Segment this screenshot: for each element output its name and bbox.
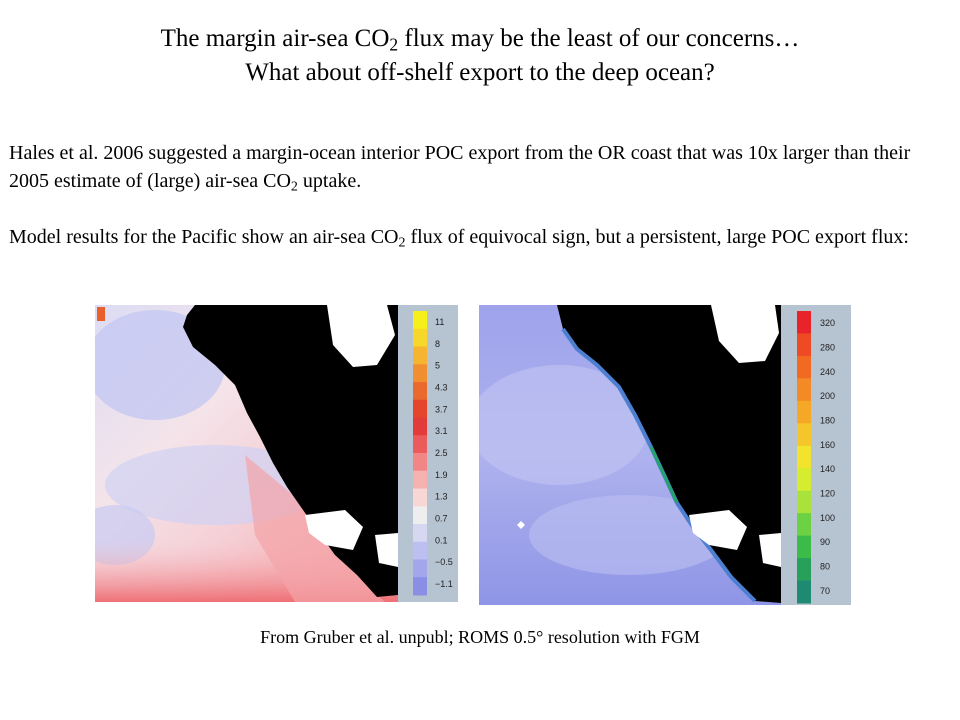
colorbar-swatch: [413, 559, 427, 578]
colorbar-label: 5: [435, 361, 440, 371]
colorbar-swatch: [797, 535, 811, 559]
paragraph-hales: Hales et al. 2006 suggested a margin-oce…: [9, 142, 911, 195]
colorbar-swatch: [797, 468, 811, 492]
colorbar-label: 160: [820, 440, 835, 450]
colorbar-label: 3.7: [435, 404, 448, 414]
colorbar-swatch: [413, 488, 427, 507]
colorbar-swatch: [413, 417, 427, 436]
colorbar-swatch: [797, 490, 811, 514]
colorbar-swatch: [413, 453, 427, 472]
colorbar-swatch: [413, 399, 427, 418]
colorbar-swatch: [413, 346, 427, 365]
colorbar-swatch: [413, 435, 427, 454]
colorbar-label: 1.9: [435, 470, 448, 480]
colorbar-label: 90: [820, 537, 830, 547]
colorbar-swatch: [797, 445, 811, 469]
colorbar-label: 80: [820, 562, 830, 572]
colorbar-label: 240: [820, 367, 835, 377]
colorbar-label: 100: [820, 513, 835, 523]
right-map-land-mask: [759, 533, 781, 567]
colorbar-label: 8: [435, 339, 440, 349]
figure-caption: From Gruber et al. unpubl; ROMS 0.5° res…: [260, 627, 700, 647]
colorbar-swatch: [413, 311, 427, 330]
colorbar-swatch: [797, 400, 811, 424]
colorbar-label: 2.5: [435, 448, 448, 458]
colorbar-label: 70: [820, 586, 830, 596]
colorbar-swatch: [413, 506, 427, 525]
title-line-1: The margin air-sea CO2 flux may be the l…: [160, 25, 800, 55]
colorbar-swatch: [413, 524, 427, 543]
right-map-coastal-export-high: [649, 446, 679, 504]
colorbar-swatch: [413, 364, 427, 383]
left-map-land-mask: [375, 533, 398, 567]
colorbar-swatch: [797, 333, 811, 357]
right-map-island: [517, 521, 525, 529]
colorbar-label: 3.1: [435, 426, 448, 436]
colorbar-label: −1.1: [435, 579, 453, 589]
colorbar-label: 0.7: [435, 514, 448, 524]
left-map-greenland: [327, 305, 395, 367]
colorbar-swatch: [797, 513, 811, 537]
colorbar-label: 4.3: [435, 382, 448, 392]
colorbar-label: −0.5: [435, 557, 453, 567]
colorbar-swatch: [413, 541, 427, 560]
colorbar-panel: [781, 305, 851, 605]
slide-title: The margin air-sea CO2 flux may be the l…: [0, 22, 960, 90]
right-map-colorbar: 320 280 240 200 180 160 140 120 100 90 80 70: [781, 305, 851, 605]
colorbar-swatch: [797, 580, 811, 604]
colorbar-swatch: [797, 423, 811, 447]
paragraph-model-results: Model results for the Pacific show an ai…: [9, 226, 909, 251]
colorbar-swatch: [797, 378, 811, 402]
left-map-land-mask: [305, 510, 363, 550]
colorbar-label: 120: [820, 489, 835, 499]
left-map-corner-mark: [97, 307, 105, 321]
colorbar-swatch: [413, 470, 427, 489]
colorbar-label: 280: [820, 343, 835, 353]
colorbar-swatch: [797, 558, 811, 582]
colorbar-panel: [398, 305, 458, 602]
colorbar-swatch: [413, 577, 427, 596]
colorbar-label: 0.1: [435, 535, 448, 545]
poc-export-flux-map: 320 280 240 200 180 160 140 120 100 90 80 70: [479, 305, 851, 605]
colorbar-label: 11: [435, 317, 444, 327]
right-map-light-patch: [529, 495, 729, 575]
right-map-land-mask: [689, 510, 747, 550]
right-map-greenland: [711, 305, 779, 363]
colorbar-label: 200: [820, 391, 835, 401]
left-map-colorbar: 11 8 5 4.3 3.7 3.1 2.5 1.9 1.3 0.7 0.1 −0.5 −1.1: [398, 305, 458, 602]
title-line-2: What about off-shelf export to the deep …: [245, 59, 715, 86]
colorbar-swatch: [413, 328, 427, 347]
colorbar-swatch: [797, 355, 811, 379]
colorbar-label: 180: [820, 416, 835, 426]
right-map-light-patch: [479, 365, 649, 485]
colorbar-label: 140: [820, 464, 835, 474]
colorbar-label: 1.3: [435, 492, 448, 502]
air-sea-co2-flux-map: 11 8 5 4.3 3.7 3.1 2.5 1.9 1.3 0.7 0.1 −0.5 −1.1: [95, 305, 458, 602]
colorbar-swatch: [797, 311, 811, 334]
colorbar-label: 320: [820, 318, 835, 328]
colorbar-swatch: [413, 382, 427, 401]
